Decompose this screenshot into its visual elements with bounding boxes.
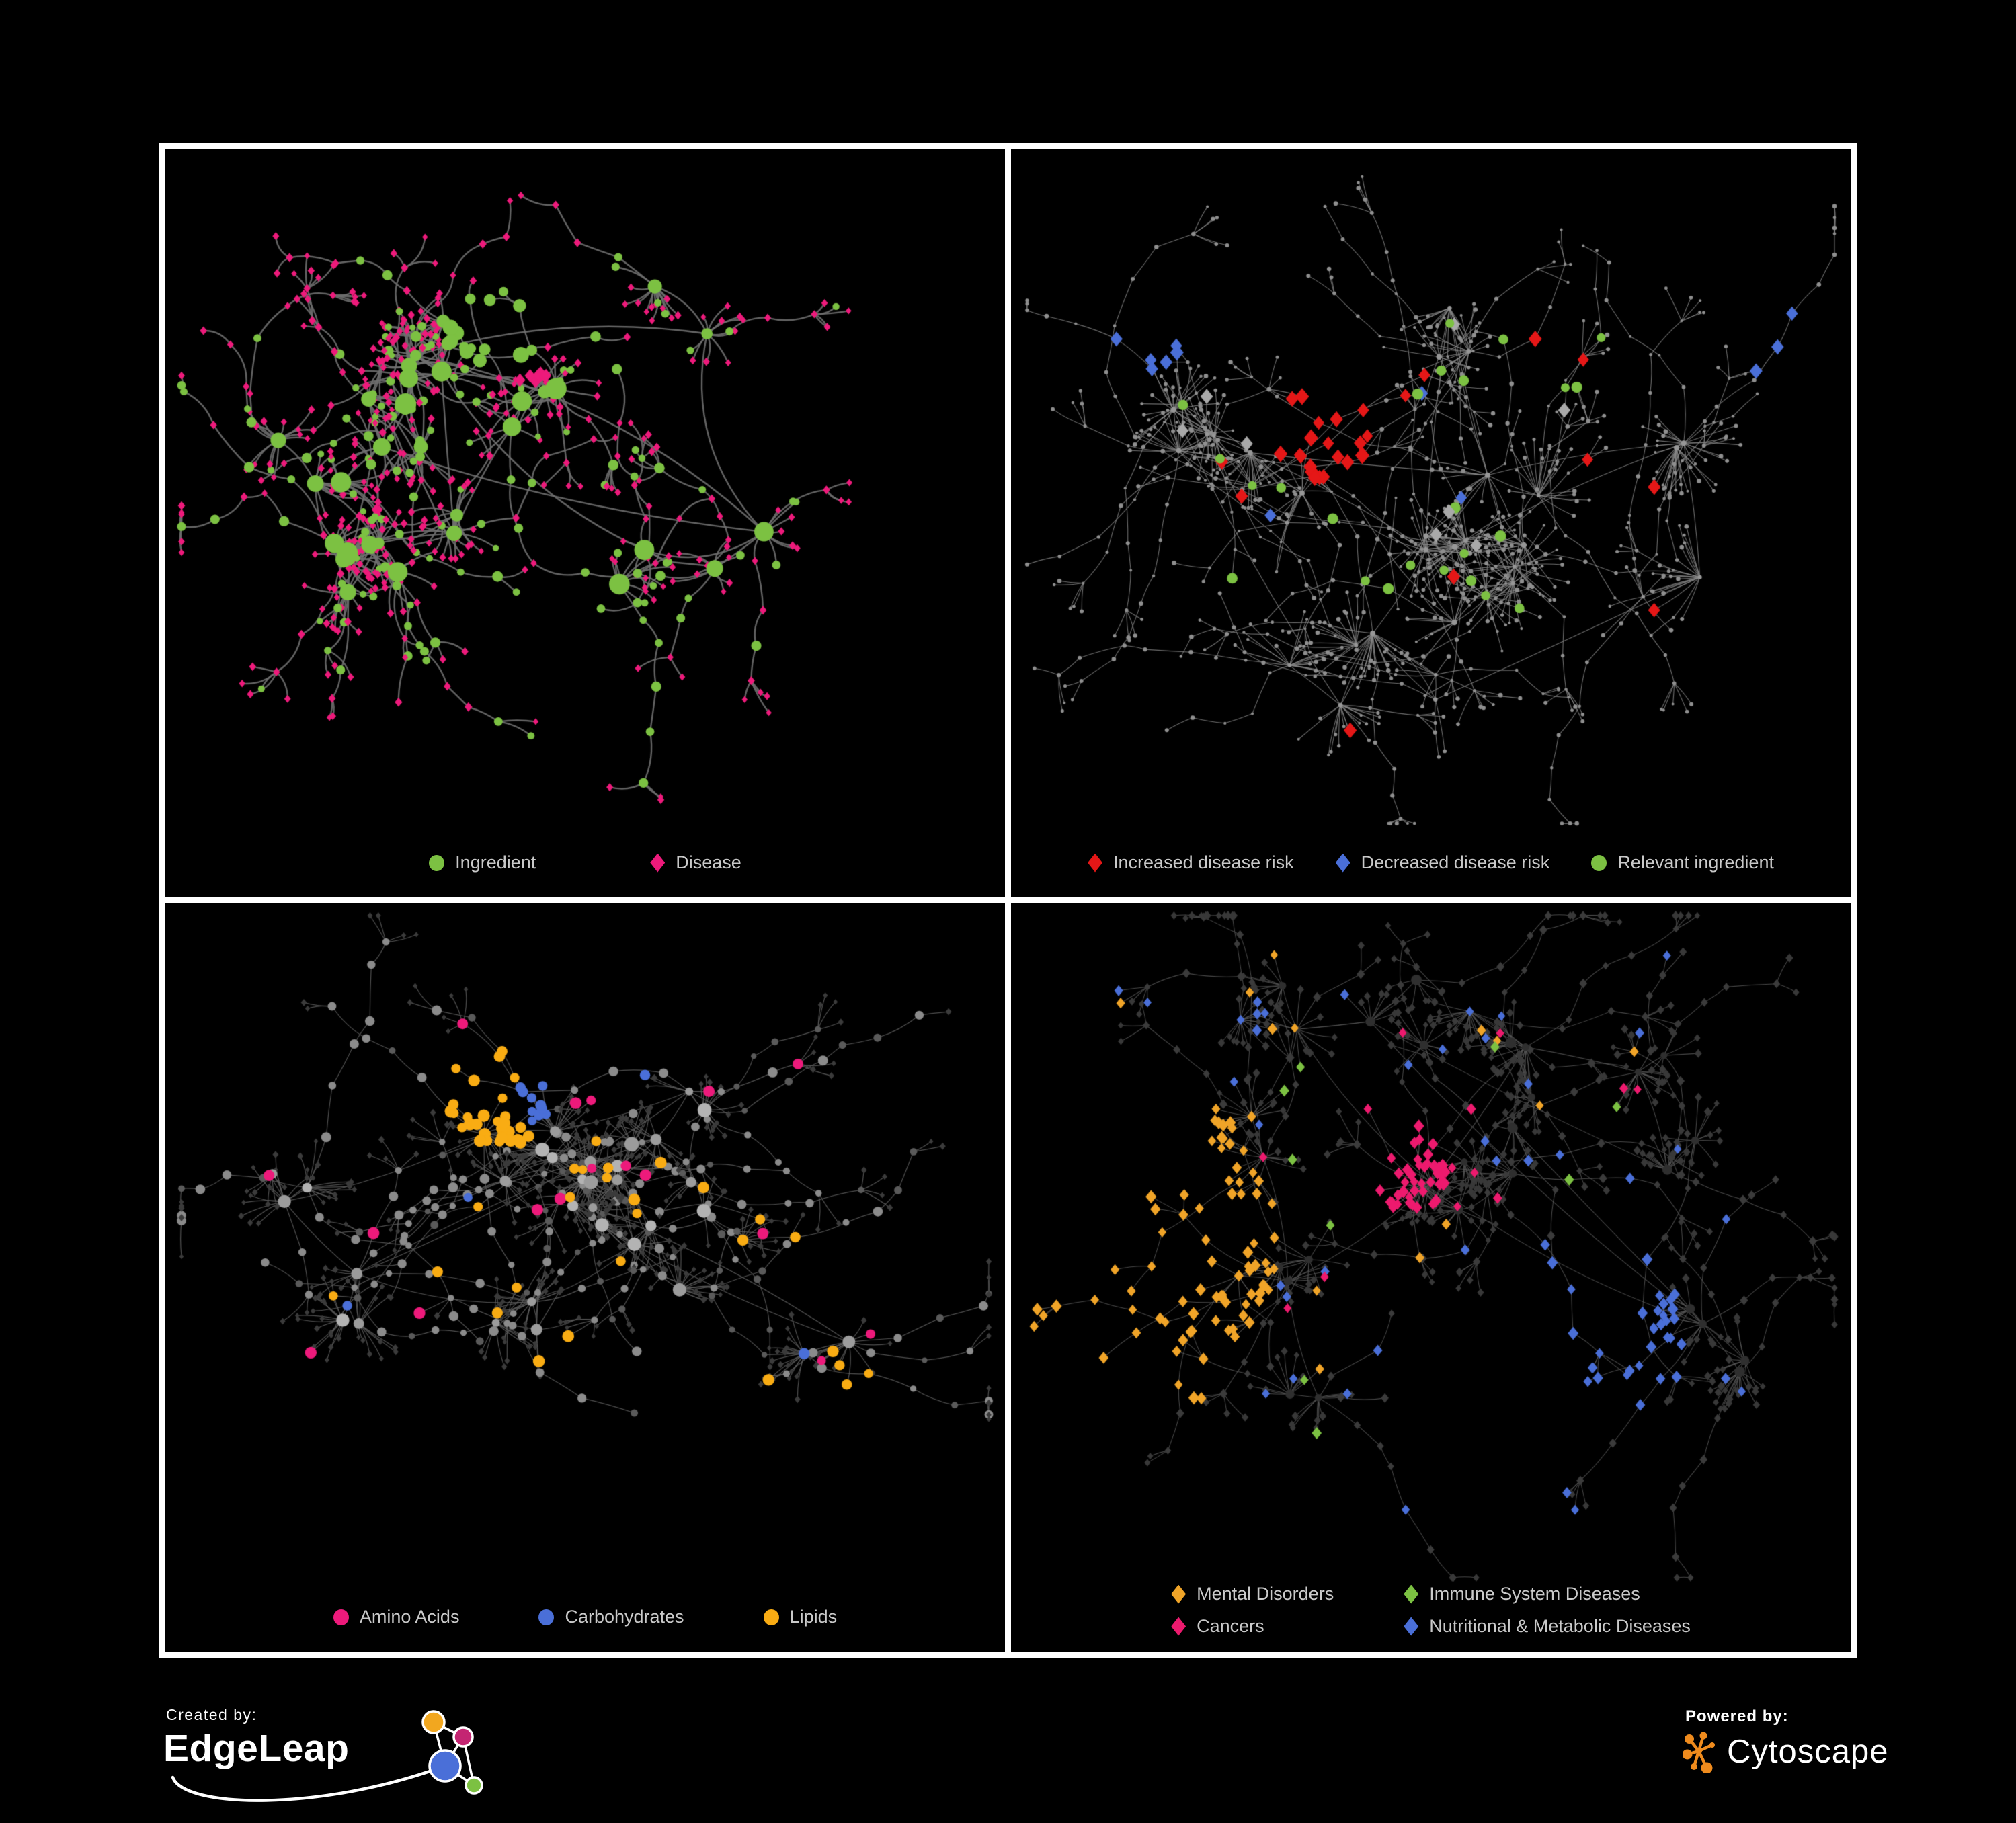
diamond-marker-icon: [650, 853, 666, 873]
edgeleap-brand-text: EdgeLeap: [163, 1727, 350, 1770]
cytoscape-logo-icon: [1683, 1732, 1715, 1773]
legend-label: Amino Acids: [359, 1607, 460, 1627]
legend-item-increased-disease-risk: Increased disease risk: [1088, 852, 1294, 873]
legend-item-mental-disorders: Mental Disorders: [1171, 1584, 1334, 1605]
legend-item-decreased-disease-risk: Decreased disease risk: [1335, 852, 1550, 873]
diamond-marker-icon: [1171, 1584, 1186, 1604]
diamond-marker-icon: [1404, 1584, 1419, 1604]
legend-disease-category: Mental Disorders Immune System Diseases Ca…: [1171, 1584, 1691, 1637]
legend-item-amino-acids: Amino Acids: [333, 1607, 460, 1627]
created-by-label: Created by:: [166, 1706, 257, 1724]
legend-item-immune-system-diseases: Immune System Diseases: [1404, 1584, 1691, 1605]
cytoscape-brand-text: Cytoscape: [1727, 1734, 1889, 1770]
legend-nutrient-class: Amino Acids Carbohydrates Lipids: [165, 1607, 1005, 1627]
circle-marker-icon: [333, 1609, 349, 1625]
panel-nutrient-class: Amino Acids Carbohydrates Lipids: [165, 903, 1005, 1652]
legend-label: Increased disease risk: [1113, 852, 1294, 873]
legend-label: Decreased disease risk: [1361, 852, 1550, 873]
legend-label: Immune System Diseases: [1429, 1584, 1640, 1604]
circle-marker-icon: [429, 854, 445, 871]
legend-item-lipids: Lipids: [763, 1607, 838, 1627]
legend-ingredient-disease: Ingredient Disease: [165, 852, 1005, 873]
legend-label: Lipids: [789, 1607, 838, 1627]
legend-item-disease: Disease: [650, 852, 741, 873]
diamond-marker-icon: [1171, 1617, 1186, 1636]
legend-label: Mental Disorders: [1197, 1584, 1334, 1604]
circle-marker-icon: [538, 1609, 555, 1625]
legend-label: Relevant ingredient: [1617, 852, 1774, 873]
legend-item-carbohydrates: Carbohydrates: [538, 1607, 684, 1627]
network-canvas-nutrient-class[interactable]: [165, 903, 1005, 1590]
legend-item-nutritional-metabolic-diseases: Nutritional & Metabolic Diseases: [1404, 1616, 1691, 1637]
legend-label: Ingredient: [455, 852, 536, 873]
panel-disease-risk: Increased disease risk Decreased disease …: [1011, 149, 1851, 897]
circle-marker-icon: [1591, 854, 1607, 871]
network-canvas-disease-category[interactable]: [1011, 903, 1851, 1590]
legend-label: Nutritional & Metabolic Diseases: [1429, 1616, 1691, 1636]
legend-disease-risk: Increased disease risk Decreased disease …: [1011, 852, 1851, 873]
diamond-marker-icon: [1088, 853, 1103, 873]
panel-ingredient-disease: Ingredient Disease: [165, 149, 1005, 897]
diamond-marker-icon: [1404, 1617, 1419, 1636]
powered-by-label: Powered by:: [1685, 1707, 1789, 1726]
cytoscape-credit: Powered by:: [1683, 1707, 1898, 1795]
legend-item-relevant-ingredient: Relevant ingredient: [1591, 852, 1774, 873]
legend-label: Disease: [676, 852, 741, 873]
panel-grid: Ingredient Disease Increased disease risk…: [159, 143, 1857, 1658]
legend-item-cancers: Cancers: [1171, 1616, 1334, 1637]
circle-marker-icon: [763, 1609, 779, 1625]
diamond-marker-icon: [1335, 853, 1350, 873]
legend-label: Carbohydrates: [565, 1607, 684, 1627]
network-canvas-disease-risk[interactable]: [1011, 149, 1851, 836]
legend-item-ingredient: Ingredient: [429, 852, 536, 873]
network-canvas-ingredient-disease[interactable]: [165, 149, 1005, 836]
panel-disease-category: Mental Disorders Immune System Diseases Ca…: [1011, 903, 1851, 1652]
edgeleap-credit: Created by: EdgeLeap: [159, 1702, 516, 1823]
legend-label: Cancers: [1197, 1616, 1264, 1636]
edgeleap-logo-icon: [171, 1710, 483, 1802]
